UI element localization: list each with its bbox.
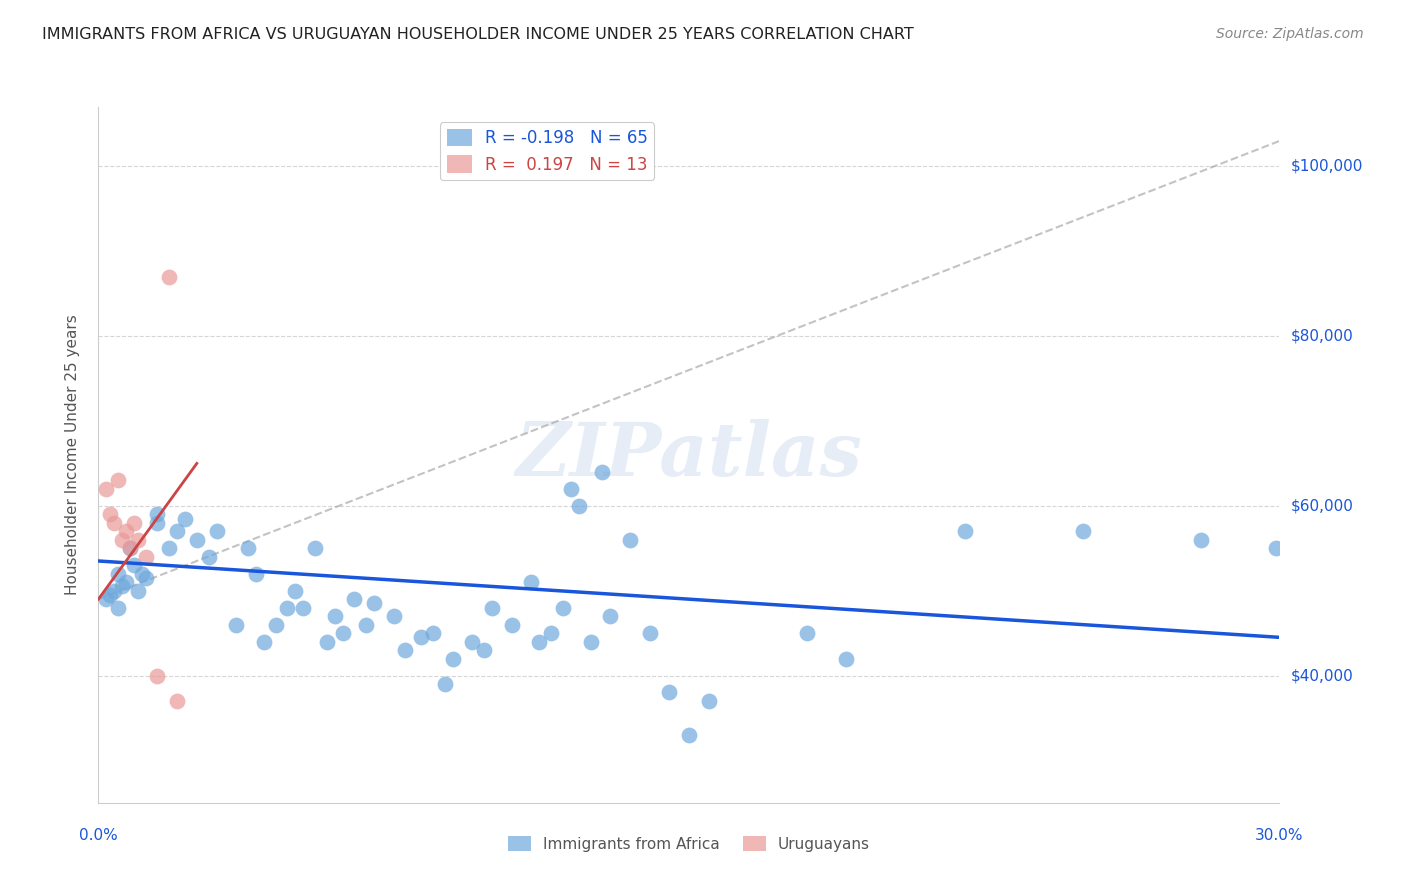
Point xyxy=(96,592,118,607)
Point xyxy=(292,600,315,615)
Point xyxy=(157,541,180,556)
Text: $40,000: $40,000 xyxy=(1291,668,1354,683)
Point xyxy=(245,566,267,581)
Text: 30.0%: 30.0% xyxy=(1256,828,1303,843)
Point xyxy=(591,465,613,479)
Point xyxy=(678,728,700,742)
Point xyxy=(472,643,495,657)
Point xyxy=(264,617,287,632)
Point xyxy=(197,549,219,564)
Point xyxy=(382,609,405,624)
Point xyxy=(122,516,145,530)
Point xyxy=(658,685,681,699)
Point xyxy=(157,269,180,284)
Point xyxy=(332,626,354,640)
Point xyxy=(236,541,259,556)
Point xyxy=(540,626,562,640)
Point xyxy=(146,668,169,682)
Point xyxy=(560,482,582,496)
Point xyxy=(422,626,444,640)
Point xyxy=(599,609,621,624)
Point xyxy=(433,677,456,691)
Point xyxy=(111,579,134,593)
Point xyxy=(122,558,145,573)
Point xyxy=(568,499,591,513)
Text: $80,000: $80,000 xyxy=(1291,328,1354,343)
Point xyxy=(619,533,641,547)
Y-axis label: Householder Income Under 25 years: Householder Income Under 25 years xyxy=(65,315,80,595)
Text: Source: ZipAtlas.com: Source: ZipAtlas.com xyxy=(1216,27,1364,41)
Point xyxy=(638,626,661,640)
Point xyxy=(115,575,138,590)
Point xyxy=(115,524,138,539)
Point xyxy=(501,617,523,632)
Point xyxy=(96,482,118,496)
Point xyxy=(796,626,818,640)
Point xyxy=(363,596,385,610)
Point xyxy=(354,617,377,632)
Point xyxy=(107,600,129,615)
Point xyxy=(103,583,125,598)
Point xyxy=(441,651,464,665)
Text: 0.0%: 0.0% xyxy=(79,828,118,843)
Point xyxy=(107,474,129,488)
Point xyxy=(1071,524,1094,539)
Point xyxy=(394,643,416,657)
Text: $100,000: $100,000 xyxy=(1291,159,1362,174)
Text: ZIPatlas: ZIPatlas xyxy=(516,418,862,491)
Point xyxy=(107,566,129,581)
Text: $60,000: $60,000 xyxy=(1291,499,1354,513)
Point xyxy=(166,694,188,708)
Point xyxy=(166,524,188,539)
Point xyxy=(127,583,149,598)
Point xyxy=(481,600,503,615)
Point xyxy=(118,541,141,556)
Point xyxy=(146,508,169,522)
Point xyxy=(835,651,858,665)
Point xyxy=(953,524,976,539)
Point xyxy=(118,541,141,556)
Text: IMMIGRANTS FROM AFRICA VS URUGUAYAN HOUSEHOLDER INCOME UNDER 25 YEARS CORRELATIO: IMMIGRANTS FROM AFRICA VS URUGUAYAN HOUS… xyxy=(42,27,914,42)
Point xyxy=(411,631,433,645)
Point xyxy=(135,549,157,564)
Point xyxy=(697,694,720,708)
Point xyxy=(186,533,208,547)
Legend: Immigrants from Africa, Uruguayans: Immigrants from Africa, Uruguayans xyxy=(502,830,876,858)
Point xyxy=(315,634,337,648)
Point xyxy=(131,566,153,581)
Point xyxy=(146,516,169,530)
Point xyxy=(253,634,276,648)
Point xyxy=(1264,541,1286,556)
Point xyxy=(1189,533,1212,547)
Point xyxy=(579,634,602,648)
Point xyxy=(111,533,134,547)
Point xyxy=(225,617,247,632)
Point xyxy=(205,524,228,539)
Point xyxy=(127,533,149,547)
Point xyxy=(551,600,574,615)
Point xyxy=(323,609,346,624)
Point xyxy=(284,583,307,598)
Point xyxy=(174,511,197,525)
Point xyxy=(343,592,366,607)
Point xyxy=(103,516,125,530)
Point xyxy=(304,541,326,556)
Point xyxy=(98,508,121,522)
Point xyxy=(520,575,543,590)
Point xyxy=(135,571,157,585)
Point xyxy=(529,634,551,648)
Point xyxy=(461,634,484,648)
Point xyxy=(276,600,298,615)
Point xyxy=(98,588,121,602)
